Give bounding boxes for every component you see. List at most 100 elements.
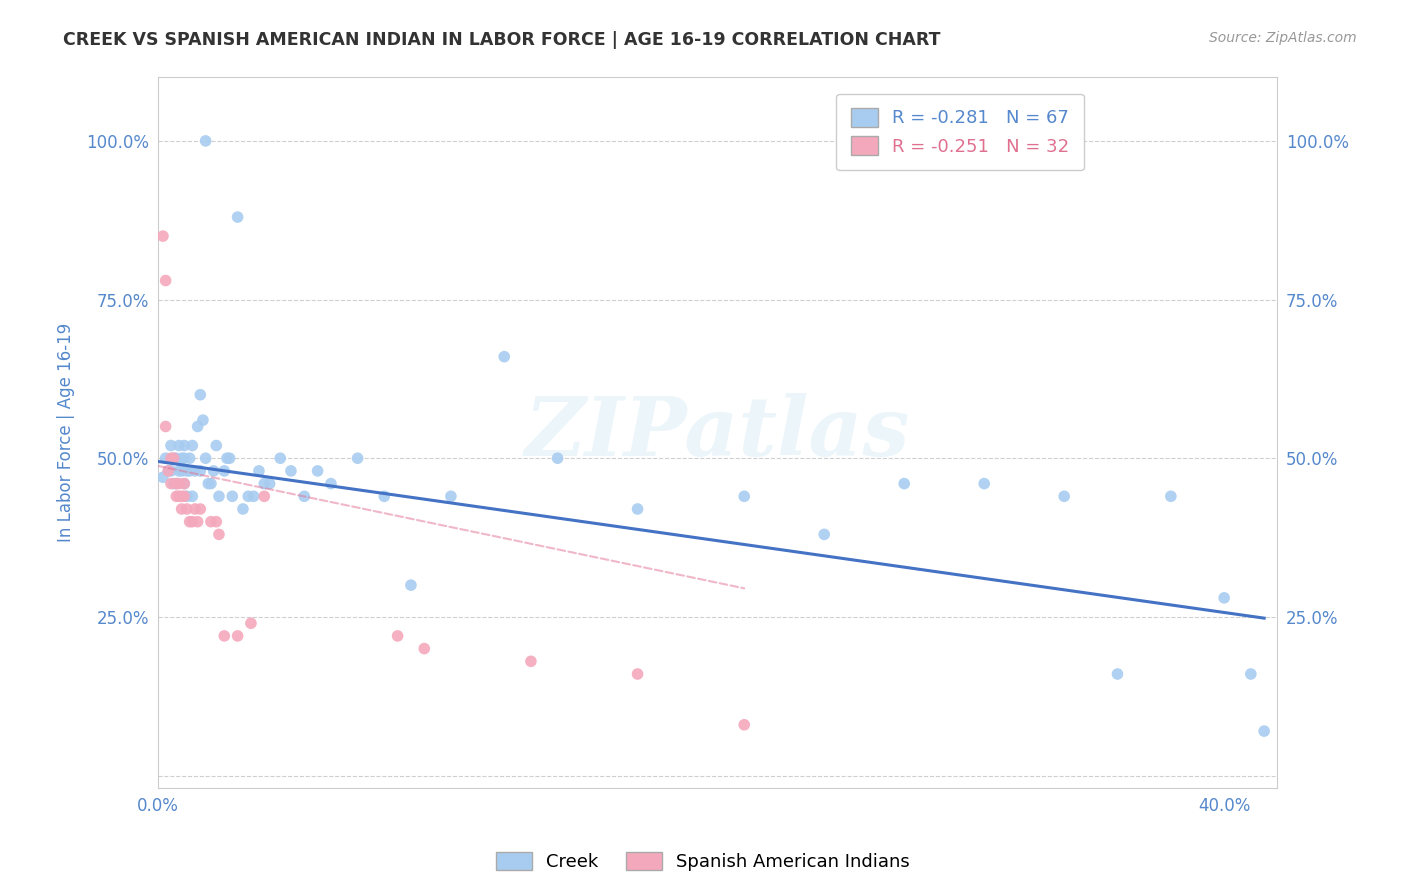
Point [307,464,329,478]
Point [167,476,190,491]
Point [242,489,264,503]
Point [165,451,187,466]
Point [226,210,249,224]
Point [194,134,217,148]
Point [165,489,187,503]
Point [170,464,193,478]
Point [152,229,174,244]
Point [280,464,302,478]
Point [214,464,236,478]
Point [200,515,222,529]
Point [194,451,217,466]
Point [181,515,204,529]
Point [165,476,187,491]
Point [188,388,211,402]
Text: Source: ZipAtlas.com: Source: ZipAtlas.com [1209,31,1357,45]
Point [176,464,198,478]
Point [413,641,436,656]
Point [208,527,231,541]
Point [176,489,198,503]
Point [167,464,190,478]
Point [387,629,409,643]
Point [162,451,184,466]
Point [205,438,228,452]
Point [520,654,543,668]
Text: ZIPatlas: ZIPatlas [524,392,910,473]
Point [226,629,249,643]
Point [160,451,183,466]
Point [167,489,190,503]
Point [155,419,177,434]
Point [152,470,174,484]
Point [218,451,240,466]
Point [269,451,291,466]
Point [160,464,183,478]
Point [733,489,755,503]
Point [162,476,184,491]
Point [184,464,207,478]
Point [170,502,193,516]
Point [259,476,281,491]
Point [173,451,195,466]
Point [1053,489,1076,503]
Point [188,502,211,516]
Point [247,464,270,478]
Point [184,502,207,516]
Point [1160,489,1182,503]
Point [155,273,177,287]
Point [179,451,201,466]
Point [547,451,569,466]
Point [187,515,209,529]
Point [170,451,193,466]
Point [179,464,201,478]
Point [200,476,222,491]
Point [253,489,276,503]
Point [1107,667,1129,681]
Point [440,489,463,503]
Point [232,502,254,516]
Point [626,502,648,516]
Point [494,350,516,364]
Legend: Creek, Spanish American Indians: Creek, Spanish American Indians [489,845,917,879]
Point [170,489,193,503]
Point [813,527,835,541]
Point [626,667,648,681]
Point [292,489,315,503]
Point [155,451,177,466]
Point [173,476,195,491]
Point [176,502,198,516]
Point [214,629,236,643]
Point [215,451,238,466]
Point [893,476,915,491]
Point [162,451,184,466]
Point [205,515,228,529]
Point [1253,724,1275,739]
Point [165,476,187,491]
Point [1213,591,1236,605]
Point [221,489,243,503]
Point [173,438,195,452]
Point [733,718,755,732]
Point [157,464,180,478]
Point [253,476,276,491]
Point [399,578,422,592]
Point [160,438,183,452]
Point [187,419,209,434]
Point [1240,667,1263,681]
Point [157,464,180,478]
Point [346,451,368,466]
Point [373,489,395,503]
Point [197,476,219,491]
Point [181,489,204,503]
Point [181,438,204,452]
Point [319,476,342,491]
Y-axis label: In Labor Force | Age 16-19: In Labor Force | Age 16-19 [58,323,75,542]
Point [179,515,201,529]
Point [173,476,195,491]
Point [167,438,190,452]
Text: CREEK VS SPANISH AMERICAN INDIAN IN LABOR FORCE | AGE 16-19 CORRELATION CHART: CREEK VS SPANISH AMERICAN INDIAN IN LABO… [63,31,941,49]
Legend: R = -0.281   N = 67, R = -0.251   N = 32: R = -0.281 N = 67, R = -0.251 N = 32 [837,94,1084,170]
Point [202,464,225,478]
Point [973,476,995,491]
Point [238,489,260,503]
